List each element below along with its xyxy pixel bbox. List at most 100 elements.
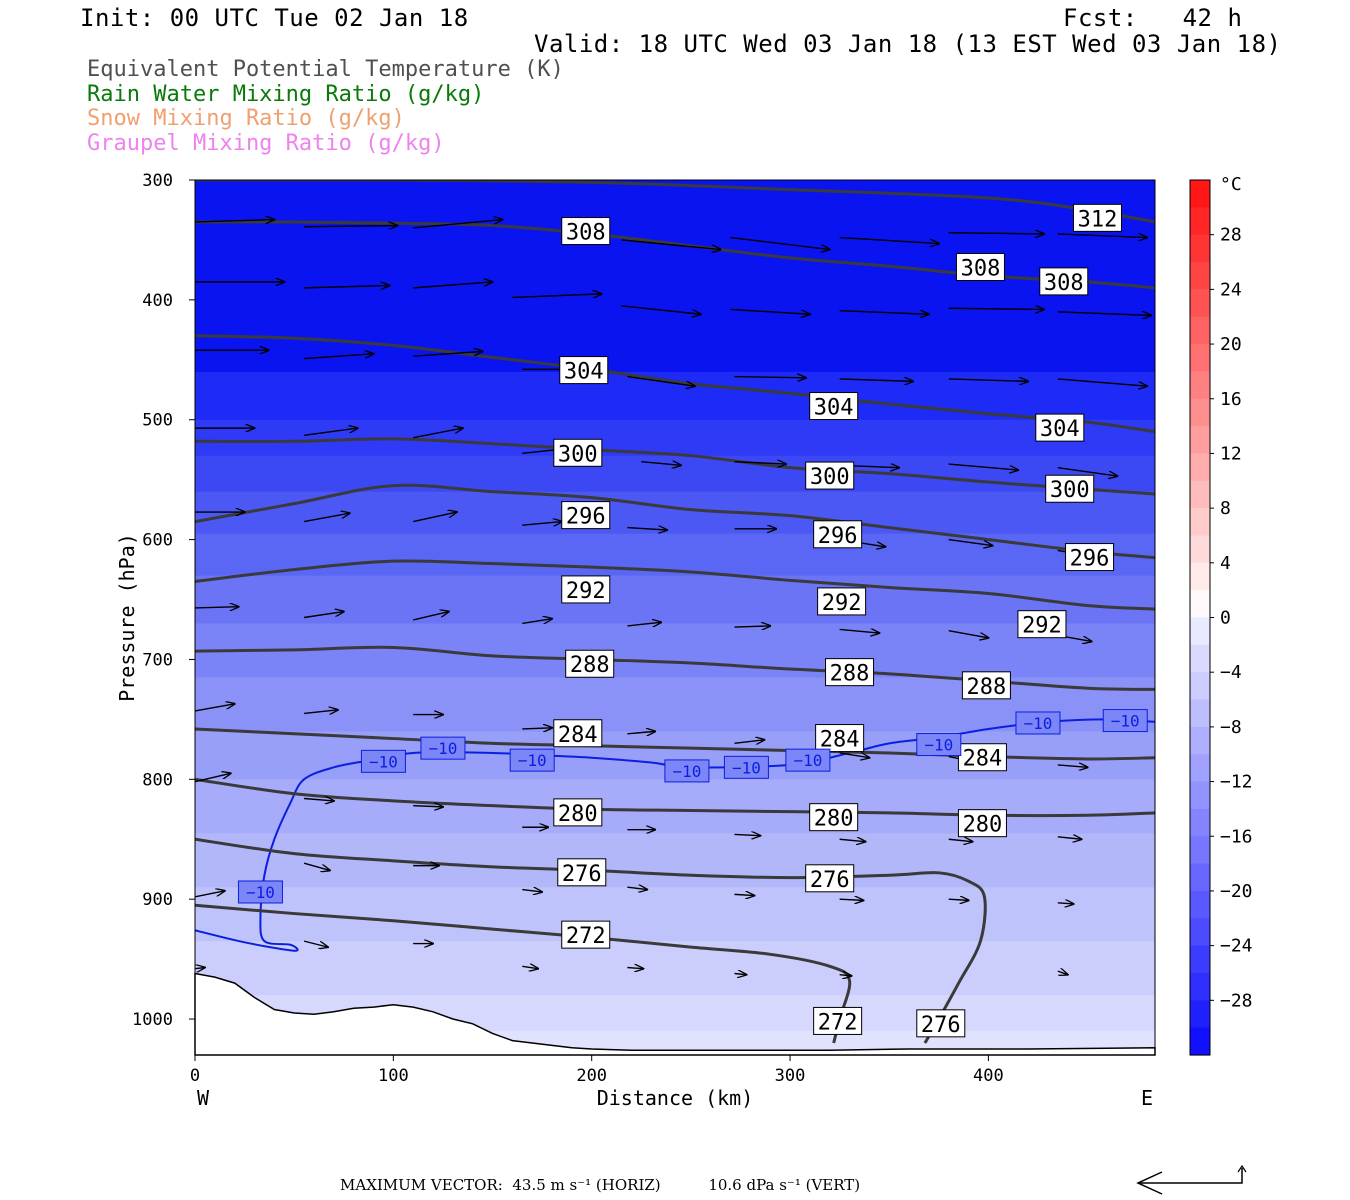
theta-e-label: 304	[564, 360, 604, 385]
theta-e-label-box	[1045, 474, 1095, 503]
wind-vector	[621, 239, 720, 250]
wind-vector	[195, 891, 225, 898]
colorbar-tick-label: 0	[1220, 608, 1231, 629]
theta-e-label-box	[1035, 413, 1085, 442]
colorbar-swatch	[1190, 918, 1210, 947]
wind-vector	[1057, 971, 1068, 975]
colorbar-swatch	[1190, 453, 1210, 482]
wind-vector	[195, 220, 274, 222]
temperature-band	[195, 455, 1155, 493]
theta-e-label: 284	[558, 723, 598, 748]
temperature-band	[195, 941, 1155, 997]
colorbar-swatch	[1190, 890, 1210, 919]
colorbar-swatch	[1190, 699, 1210, 728]
colorbar-swatch	[1190, 234, 1210, 263]
wind-vector	[734, 973, 747, 974]
temperature-band	[195, 419, 1155, 457]
colorbar-tick-label: 24	[1220, 279, 1242, 300]
isotherm-label: −10	[518, 751, 547, 770]
theta-e-label-box	[565, 649, 615, 678]
isotherm-label: −10	[369, 752, 398, 771]
theta-e-contour-280	[195, 777, 1155, 818]
colorbar-swatch	[1190, 617, 1210, 646]
colorbar-tick-label: −12	[1220, 772, 1253, 793]
colorbar-swatch	[1190, 808, 1210, 837]
theta-e-label: 280	[963, 813, 1003, 838]
wind-vector	[413, 220, 502, 229]
isotherm-label-box	[360, 749, 406, 773]
colorbar-tick-label: −16	[1220, 826, 1253, 847]
max-vector-note: MAXIMUM VECTOR: 43.5 m s⁻¹ (HORIZ) 10.6 …	[340, 1176, 861, 1194]
wind-vector	[627, 731, 655, 733]
colorbar-tick-label: 20	[1220, 334, 1242, 355]
isotherm-label: −10	[672, 762, 701, 781]
theta-e-label-box	[1039, 267, 1089, 296]
colorbar-tick-label: 16	[1220, 389, 1242, 410]
y-tick-label: 700	[142, 650, 173, 670]
theta-e-label-box	[805, 864, 855, 893]
theta-e-label: 276	[810, 868, 850, 893]
theta-e-contour-312	[195, 180, 1155, 224]
colorbar-swatch	[1190, 426, 1210, 455]
theta-e-label: 296	[566, 505, 606, 530]
temperature-band	[195, 779, 1155, 835]
y-tick-label: 300	[142, 171, 173, 191]
colorbar-swatch	[1190, 207, 1210, 236]
wind-vector	[734, 740, 765, 744]
theta-e-label-box	[561, 575, 611, 604]
colorbar-swatch	[1190, 398, 1210, 427]
colorbar-swatch	[1190, 535, 1210, 564]
colorbar-swatch	[1190, 316, 1210, 345]
wind-vector	[522, 966, 538, 968]
wind-vector	[627, 887, 647, 889]
theta-e-label-box	[817, 587, 867, 616]
reference-vector-icon	[1136, 1164, 1247, 1195]
wind-vector	[413, 512, 457, 523]
temperature-band	[195, 491, 1155, 535]
colorbar-tick-label: −8	[1220, 717, 1242, 738]
temperature-band	[195, 371, 1155, 421]
theta-e-label: 296	[818, 524, 858, 549]
theta-e-label: 284	[820, 728, 860, 753]
wind-vector	[839, 975, 852, 976]
wind-vector	[839, 236, 939, 244]
wind-vector	[734, 834, 761, 835]
wind-vector	[839, 311, 929, 315]
wind-vector	[839, 379, 913, 381]
wind-vector	[621, 305, 700, 314]
theta-e-label: 312	[1078, 207, 1118, 232]
theta-e-label: 280	[558, 802, 598, 827]
theta-e-label-box	[815, 724, 865, 753]
colorbar-swatch	[1190, 672, 1210, 701]
colorbar-tick-label: 4	[1220, 553, 1231, 574]
wind-vector	[734, 626, 771, 627]
wind-vector	[413, 428, 463, 439]
isotherm-label-box	[420, 736, 466, 760]
y-axis-label: Pressure (hPa)	[115, 533, 139, 702]
theta-e-label-box	[561, 920, 611, 949]
colorbar-tick-label: −20	[1220, 881, 1253, 902]
legend-theta-e: Equivalent Potential Temperature (K)	[87, 57, 564, 82]
theta-e-label: 300	[558, 442, 598, 467]
colorbar-swatch	[1190, 480, 1210, 509]
theta-e-label: 308	[961, 257, 1001, 282]
isotherm-label-box	[916, 733, 962, 757]
theta-e-label: 288	[570, 653, 610, 678]
wind-vector	[522, 728, 552, 729]
theta-e-label-box	[916, 1009, 966, 1038]
wind-vector	[303, 940, 328, 947]
theta-e-contour-292	[195, 559, 1155, 611]
wind-vector	[948, 899, 969, 900]
temperature-band	[195, 677, 1155, 733]
y-tick-label: 400	[142, 291, 173, 311]
wind-vector	[522, 619, 552, 625]
wind-vector	[948, 379, 1028, 381]
valid-time: Valid: 18 UTC Wed 03 Jan 18 (13 EST Wed …	[534, 30, 1282, 58]
theta-e-label: 296	[1070, 547, 1110, 572]
isotherm-label: −10	[1024, 714, 1053, 733]
isotherm-label-box	[723, 755, 769, 779]
wind-vector	[304, 226, 397, 227]
colorbar-tick-label: 12	[1220, 443, 1242, 464]
theta-e-label-box	[561, 217, 611, 246]
